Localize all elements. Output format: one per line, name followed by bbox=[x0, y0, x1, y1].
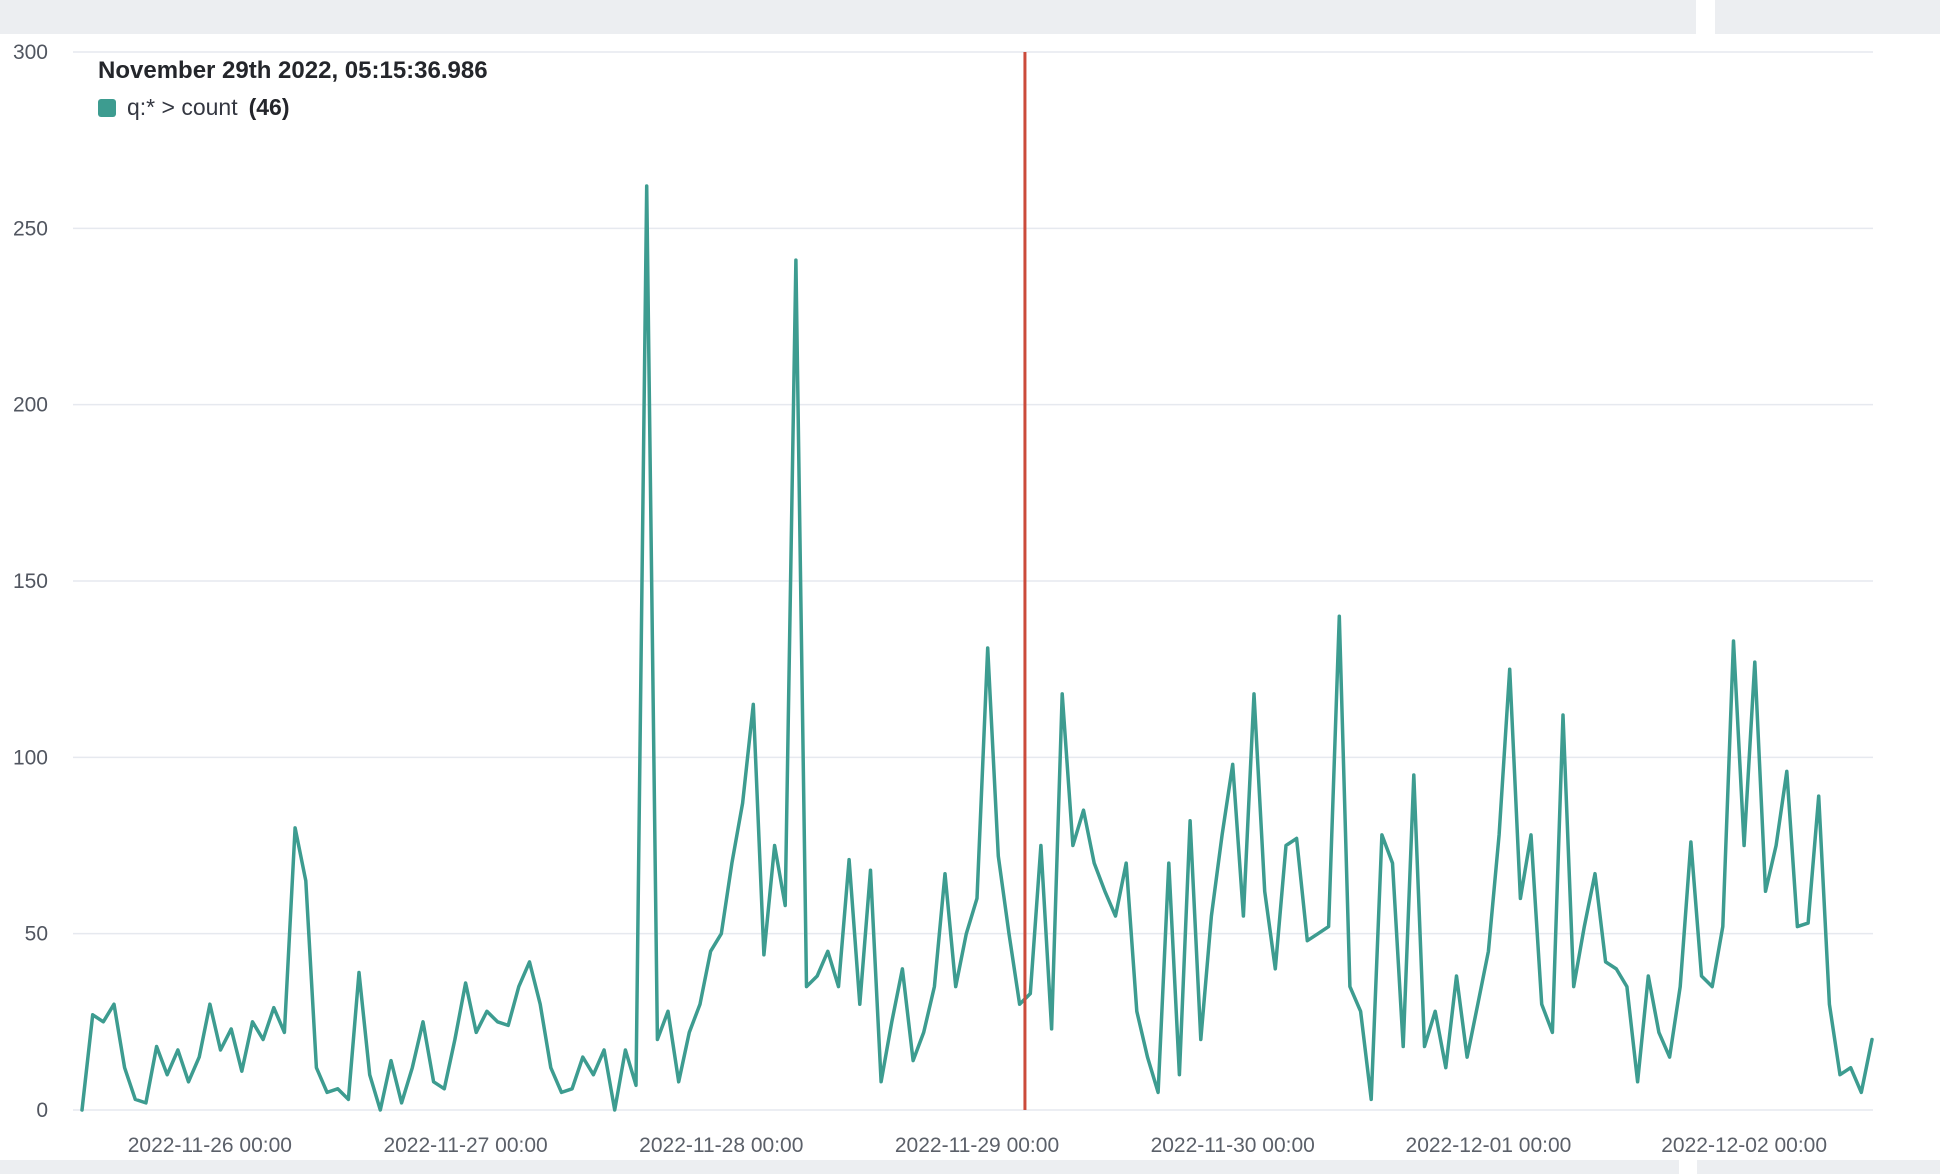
top-panel-edge-right bbox=[1715, 0, 1940, 34]
y-axis-label-250: 250 bbox=[13, 217, 48, 240]
top-panel-edge-left bbox=[0, 0, 1696, 34]
series-line[interactable] bbox=[80, 184, 1874, 1112]
x-axis-label-4: 2022-11-30 00:00 bbox=[1151, 1134, 1315, 1157]
y-axis-label-50: 50 bbox=[25, 923, 48, 946]
y-axis-label-200: 200 bbox=[13, 394, 48, 417]
y-axis-label-100: 100 bbox=[13, 746, 48, 769]
x-axis-label-0: 2022-11-26 00:00 bbox=[128, 1134, 292, 1157]
legend-item[interactable]: q:* > count (46) bbox=[98, 94, 488, 121]
series-color-swatch bbox=[98, 98, 116, 117]
tooltip-timestamp: November 29th 2022, 05:15:36.986 bbox=[98, 57, 488, 84]
series-label: q:* > count bbox=[127, 94, 238, 120]
bottom-panel-edge-right bbox=[1697, 1160, 1940, 1174]
x-axis-label-6: 2022-12-02 00:00 bbox=[1661, 1134, 1827, 1157]
y-axis-label-150: 150 bbox=[13, 570, 48, 593]
series-value: (46) bbox=[248, 94, 290, 120]
bottom-panel-edge-left bbox=[0, 1160, 1679, 1174]
x-axis-label-5: 2022-12-01 00:00 bbox=[1406, 1134, 1572, 1157]
chart-tooltip: November 29th 2022, 05:15:36.986 q:* > c… bbox=[98, 56, 488, 121]
x-axis-label-3: 2022-11-29 00:00 bbox=[895, 1134, 1059, 1157]
y-axis-label-0: 0 bbox=[36, 1099, 48, 1122]
x-axis-label-2: 2022-11-28 00:00 bbox=[639, 1134, 803, 1157]
y-axis-label-300: 300 bbox=[13, 41, 48, 64]
x-axis-label-1: 2022-11-27 00:00 bbox=[383, 1134, 547, 1157]
